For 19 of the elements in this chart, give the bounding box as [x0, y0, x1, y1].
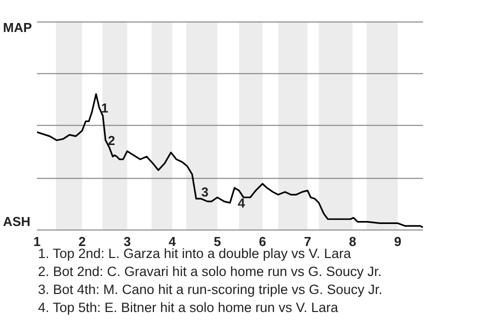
x-tick-label: 3 — [124, 234, 131, 249]
x-tick-label: 7 — [304, 234, 312, 249]
x-tick-label: 8 — [349, 234, 356, 249]
annotation: 4 — [238, 195, 246, 210]
x-tick-label: 2 — [78, 234, 86, 249]
text: 1. Top 2nd: L. Garza hit into a double play vs V. Lara — [38, 246, 351, 263]
x-tick-label: 9 — [394, 234, 402, 249]
text: ASH — [3, 214, 30, 229]
text: 3. Bot 4th: M. Cano hit a run-scoring triple vs G. Soucy Jr. — [38, 281, 382, 299]
x-tick-label: 5 — [214, 234, 221, 249]
x-tick-label: 6 — [258, 234, 266, 249]
annotation: 1 — [101, 100, 108, 116]
text: 4. Top 5th: E. Bitner hit a solo home run vs V. Lara — [38, 299, 340, 317]
annotation: 3 — [201, 184, 208, 200]
x-tick-label: 1 — [33, 234, 41, 249]
text: MAP — [3, 20, 32, 35]
annotation: 2 — [108, 132, 116, 148]
x-tick-label: 4 — [168, 234, 177, 249]
text: 2. Bot 2nd: C. Gravari hit a solo home run vs G. Soucy Jr. — [38, 263, 382, 281]
